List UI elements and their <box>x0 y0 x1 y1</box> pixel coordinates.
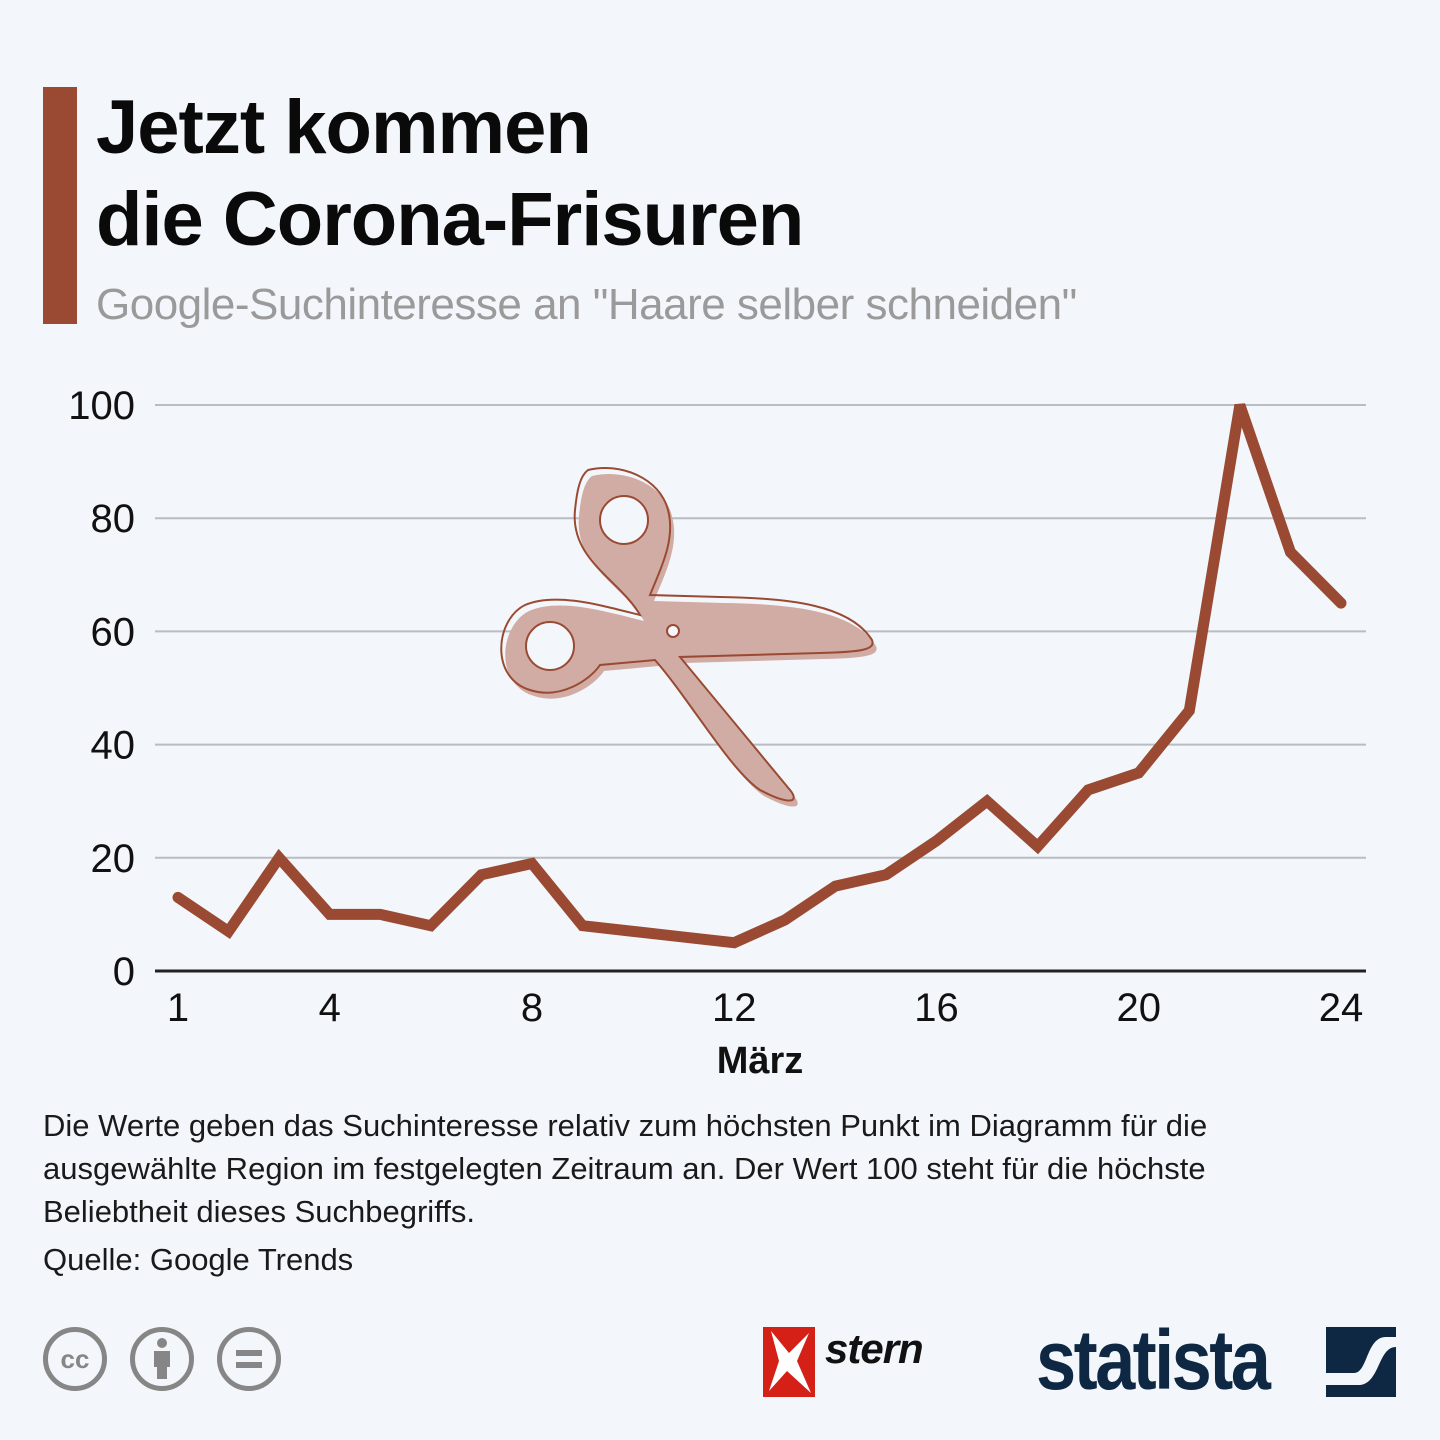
statista-logo-mark[interactable] <box>1326 1327 1396 1397</box>
chart-subtitle: Google-Suchinteresse an "Haare selber sc… <box>96 280 1077 329</box>
attribution-icon[interactable] <box>130 1327 194 1391</box>
footnote: Die Werte geben das Suchinteresse relati… <box>43 1108 1208 1229</box>
x-tick-label: 8 <box>521 986 543 1030</box>
scissors-icon <box>500 466 877 807</box>
x-tick-label: 24 <box>1319 986 1364 1030</box>
no-derivatives-icon[interactable] <box>217 1327 281 1391</box>
y-tick-label: 100 <box>68 384 135 428</box>
x-tick-label: 20 <box>1116 986 1161 1030</box>
title-line-1: Jetzt kommen <box>96 85 592 170</box>
statista-logo-text[interactable]: statista <box>1036 1313 1271 1407</box>
equals-glyph <box>236 1350 262 1368</box>
y-tick-label: 60 <box>91 610 136 654</box>
chart-title: Jetzt kommen die Corona-Frisuren <box>96 82 804 266</box>
x-tick-labels: 1 4 8 12 16 20 24 <box>167 986 1363 1030</box>
y-tick-label: 20 <box>91 837 136 881</box>
y-tick-label: 0 <box>113 950 135 994</box>
stern-logo-text[interactable]: stern <box>825 1325 924 1372</box>
x-tick-label: 16 <box>914 986 959 1030</box>
x-tick-label: 12 <box>712 986 757 1030</box>
x-tick-label: 1 <box>167 986 189 1030</box>
cc-icon[interactable]: cc <box>43 1327 107 1391</box>
stern-logo-star[interactable] <box>763 1327 815 1397</box>
person-glyph <box>154 1338 170 1379</box>
source-label: Quelle: Google Trends <box>43 1242 354 1277</box>
star-icon <box>769 1331 811 1393</box>
series-line-path <box>172 403 1347 949</box>
x-axis-label: März <box>717 1040 804 1082</box>
y-tick-label: 40 <box>91 724 136 768</box>
y-tick-labels: 0 20 40 60 80 100 <box>68 384 135 994</box>
title-line-2: die Corona-Frisuren <box>96 177 804 262</box>
x-tick-label: 4 <box>319 986 341 1030</box>
series-line <box>172 403 1347 949</box>
statista-wave-icon <box>1326 1327 1396 1385</box>
cc-label: cc <box>60 1343 90 1374</box>
y-tick-label: 80 <box>91 497 136 541</box>
title-accent-bar <box>43 87 77 324</box>
